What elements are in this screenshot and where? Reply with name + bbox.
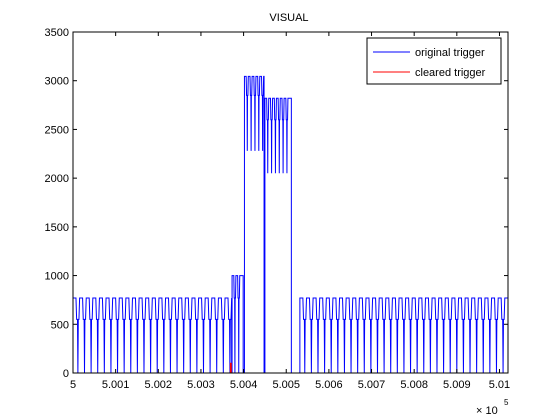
y-tick-label: 2000 xyxy=(45,173,69,185)
axes: 5 5.001 5.002 5.003 5.004 5.005 5.006 5.007 5.00… xyxy=(45,27,511,391)
y-tick-label: 1500 xyxy=(45,222,69,234)
x-tick-label: 5.007 xyxy=(358,379,386,391)
y-tick-label: 2500 xyxy=(45,124,69,136)
x-tick-label: 5.005 xyxy=(272,379,300,391)
x-tick-label: 5.003 xyxy=(187,379,215,391)
series-line-original-trigger xyxy=(73,75,508,373)
x-tick-label: 5.002 xyxy=(145,379,173,391)
x-tick-label: 5.006 xyxy=(315,379,343,391)
y-tick-label: 1000 xyxy=(45,271,69,283)
legend-box xyxy=(366,37,502,85)
y-tick-label: 500 xyxy=(51,319,69,331)
chart-title: VISUAL xyxy=(269,12,308,24)
legend: original trigger cleared trigger xyxy=(366,37,502,85)
x-tick-label: 5.001 xyxy=(102,379,130,391)
x-tick-label: 5.009 xyxy=(443,379,471,391)
plot-area xyxy=(73,75,508,373)
legend-entry-label: original trigger xyxy=(415,47,485,59)
series-line-cleared-trigger xyxy=(73,362,508,373)
x-tick-label: 5.01 xyxy=(489,379,510,391)
y-tick-label: 3500 xyxy=(45,27,69,39)
x-multiplier-exponent: 5 xyxy=(504,398,509,407)
x-multiplier-label: × 10 xyxy=(476,405,498,417)
y-tick-label: 0 xyxy=(63,368,69,380)
x-tick-label: 5 xyxy=(70,379,76,391)
y-tick-label: 3000 xyxy=(45,76,69,88)
x-tick-label: 5.008 xyxy=(400,379,428,391)
legend-entry-label: cleared trigger xyxy=(415,67,486,79)
x-tick-label: 5.004 xyxy=(230,379,258,391)
axes-box xyxy=(72,31,509,374)
